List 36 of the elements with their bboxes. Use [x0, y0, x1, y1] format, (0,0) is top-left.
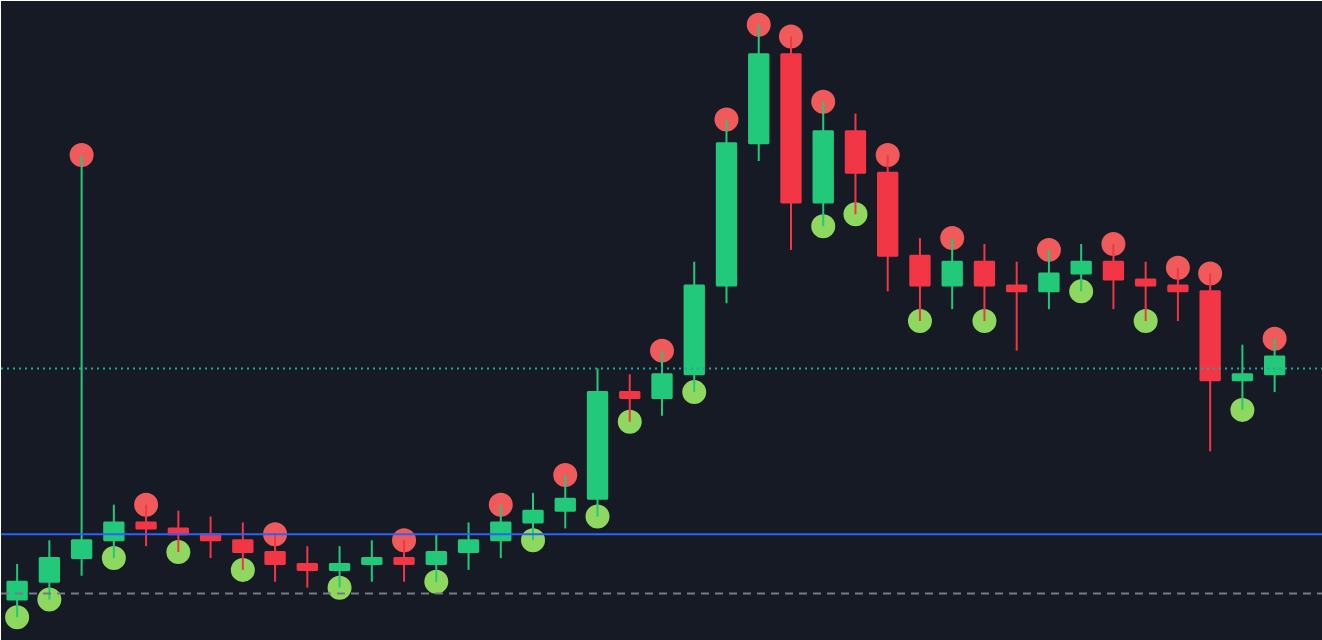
point: [1165, 255, 1190, 280]
point: [166, 540, 191, 565]
point: [69, 143, 94, 168]
point: [811, 214, 836, 239]
point: [488, 492, 513, 517]
point: [875, 143, 900, 168]
point: [37, 587, 62, 612]
point: [585, 504, 610, 529]
candlestick: [1006, 260, 1028, 352]
point: [1069, 279, 1094, 304]
point: [101, 546, 126, 571]
point: [714, 107, 739, 132]
point: [1036, 237, 1061, 262]
point: [940, 226, 965, 251]
point: [5, 605, 30, 630]
point: [972, 309, 997, 333]
point: [682, 380, 707, 405]
point: [746, 12, 771, 37]
point: [424, 569, 449, 594]
candlestick: [457, 521, 480, 571]
point: [553, 463, 578, 488]
point: [907, 309, 932, 333]
point: [843, 202, 868, 227]
point: [811, 89, 836, 114]
point: [230, 557, 255, 582]
point: [1198, 261, 1223, 286]
point: [778, 24, 803, 49]
point: [1230, 397, 1255, 422]
point: [134, 492, 159, 517]
point: [1101, 231, 1126, 256]
point: [650, 338, 674, 363]
point: [1133, 309, 1158, 333]
point: [1262, 326, 1287, 351]
point: [617, 409, 642, 434]
candlestick: [361, 539, 383, 583]
candlestick: [296, 545, 318, 589]
